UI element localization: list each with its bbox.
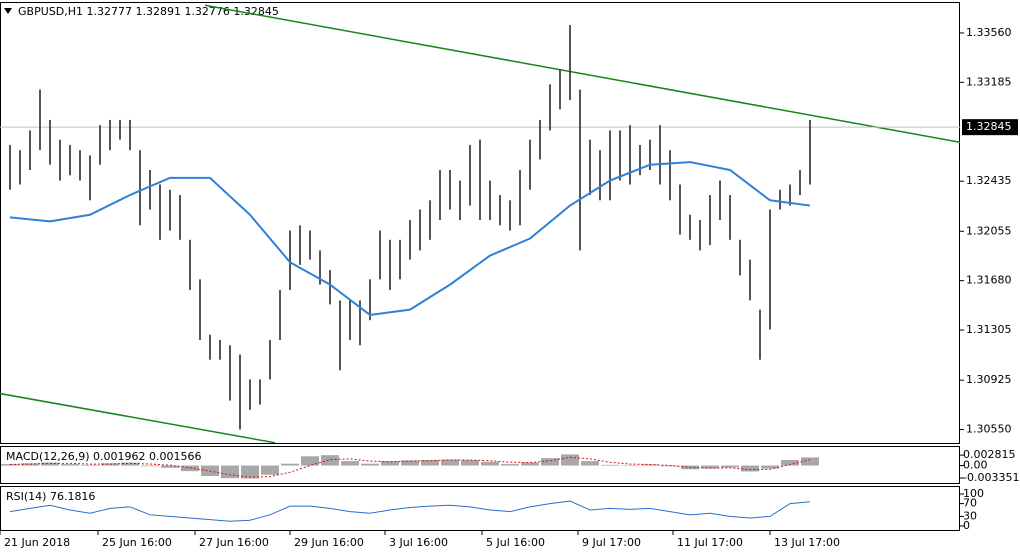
macd-bar <box>721 465 739 468</box>
macd-bar <box>321 455 339 466</box>
macd-bar <box>521 462 539 466</box>
y-tick-label: 0.002815 <box>963 448 1016 461</box>
macd-bar <box>141 465 159 467</box>
macd-bar <box>561 454 579 466</box>
x-tick-label: 29 Jun 16:00 <box>294 536 364 549</box>
macd-bar <box>241 465 259 479</box>
macd-bar <box>581 461 599 466</box>
macd-bar <box>161 465 179 468</box>
x-tick-label: 11 Jul 17:00 <box>677 536 743 549</box>
y-tick-label: 0.00 <box>963 459 988 472</box>
macd-bar <box>421 459 439 466</box>
trendline <box>0 392 276 443</box>
macd-bar <box>701 465 719 469</box>
macd-signal <box>9 456 811 478</box>
macd-bar <box>501 464 519 466</box>
macd-bar <box>401 460 419 466</box>
macd-bar <box>601 464 619 466</box>
x-tick-label: 25 Jun 16:00 <box>102 536 172 549</box>
y-tick-label: 70 <box>963 497 977 510</box>
macd-panel <box>0 446 960 484</box>
y-tick-label: 100 <box>963 487 984 500</box>
macd-bar <box>341 461 359 466</box>
macd-bar <box>481 461 499 466</box>
macd-bar <box>781 459 799 466</box>
macd-bar <box>41 462 59 466</box>
main-panel <box>0 2 960 444</box>
moving-average <box>9 161 811 316</box>
macd-label: MACD(12,26,9) 0.001962 0.001566 <box>6 450 202 463</box>
y-tick-label: -0.003351 <box>963 471 1019 484</box>
main-plot <box>0 4 960 443</box>
x-tick-label: 27 Jun 16:00 <box>199 536 269 549</box>
rsi-line <box>9 500 811 522</box>
macd-bar <box>441 459 459 466</box>
y-tick-label: 1.30925 <box>966 373 1012 386</box>
last-price-box <box>962 119 1018 136</box>
menu-arrow <box>4 8 12 14</box>
macd-bar <box>281 463 299 466</box>
macd-bar <box>361 463 379 466</box>
macd-bar <box>541 458 559 466</box>
x-tick-label: 5 Jul 16:00 <box>486 536 545 549</box>
y-tick-label: 1.32055 <box>966 224 1012 237</box>
rsi-label: RSI(14) 76.1816 <box>6 490 95 503</box>
x-tick-label: 13 Jul 17:00 <box>774 536 840 549</box>
macd-bar <box>301 456 319 466</box>
last-price-label: 1.32845 <box>966 120 1012 133</box>
y-tick-label: 1.33560 <box>966 26 1012 39</box>
x-tick-label: 3 Jul 16:00 <box>389 536 448 549</box>
trendline <box>204 4 960 144</box>
chart-header: GBPUSD,H1 1.32777 1.32891 1.32776 1.3284… <box>18 5 279 18</box>
macd-bar <box>121 462 139 466</box>
y-tick-label: 30 <box>963 509 977 522</box>
macd-bar <box>761 465 779 469</box>
macd-bar <box>81 464 99 466</box>
y-tick-label: 0 <box>963 519 970 532</box>
macd-bar <box>641 464 659 466</box>
y-tick-label: 1.31680 <box>966 274 1012 287</box>
x-tick-label: 21 Jun 2018 <box>4 536 70 549</box>
macd-bar <box>741 465 759 472</box>
x-tick-label: 9 Jul 17:00 <box>582 536 641 549</box>
y-tick-label: 1.31305 <box>966 323 1012 336</box>
macd-bar <box>381 461 399 466</box>
macd-bar <box>461 459 479 466</box>
macd-bar <box>21 463 39 466</box>
macd-bar <box>261 465 279 475</box>
rsi-panel <box>0 486 960 531</box>
macd-bar <box>801 457 819 466</box>
macd-bar <box>61 464 79 466</box>
macd-bar <box>1 464 19 466</box>
macd-bar <box>221 465 239 479</box>
y-tick-label: 1.33185 <box>966 75 1012 88</box>
y-tick-label: 1.30550 <box>966 423 1012 436</box>
macd-bar <box>621 465 639 467</box>
macd-bar <box>181 465 199 472</box>
y-tick-label: 1.32435 <box>966 174 1012 187</box>
